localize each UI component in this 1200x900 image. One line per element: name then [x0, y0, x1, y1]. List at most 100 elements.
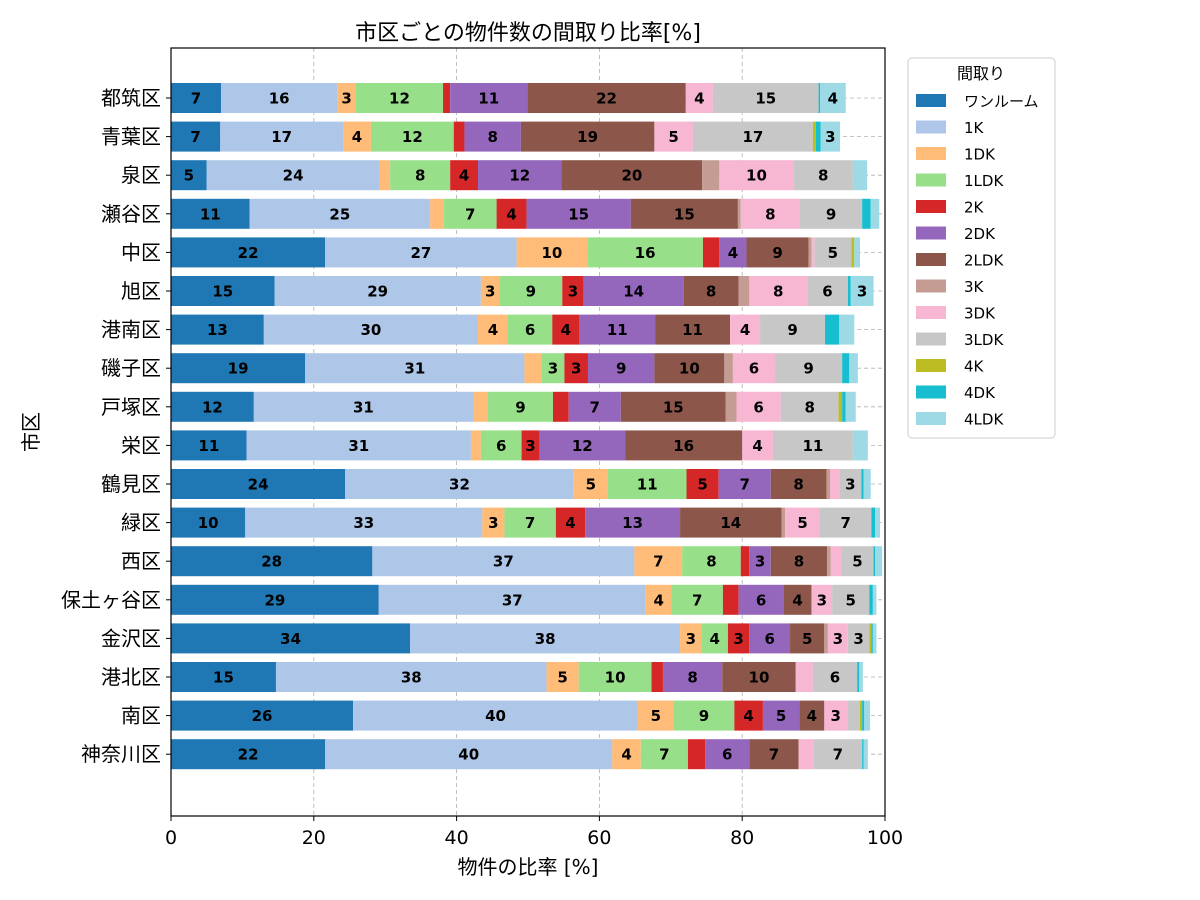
- bar-青葉区-1DK: [343, 121, 371, 152]
- y-tick-label: 南区: [121, 704, 161, 728]
- bar-南区-2K: [734, 700, 763, 731]
- legend-label-1DK: 1DK: [964, 146, 996, 164]
- bars: [171, 83, 883, 770]
- bar-金沢区-ワンルーム: [171, 623, 411, 654]
- bar-旭区-1LDK: [499, 276, 563, 306]
- bar-鶴見区-1DK: [573, 469, 608, 499]
- bar-緑区-ワンルーム: [171, 507, 246, 538]
- bar-戸塚区-4LDK: [845, 391, 856, 422]
- bar-label-中区-2DK: 4: [728, 244, 738, 262]
- bar-港南区-4DK: [825, 314, 840, 345]
- bar-保土ヶ谷区-4DK: [869, 584, 873, 615]
- bar-中区-2DK: [719, 237, 747, 268]
- bar-磯子区-2K: [564, 353, 588, 384]
- bar-label-瀬谷区-ワンルーム: 11: [200, 205, 221, 223]
- bar-label-都筑区-3LDK: 15: [755, 90, 776, 108]
- bar-保土ヶ谷区-2DK: [738, 584, 784, 615]
- bar-緑区-3K: [781, 507, 786, 538]
- bar-南区-2LDK: [799, 700, 825, 731]
- legend-swatch-4K: [916, 359, 946, 372]
- bar-label-泉区-2LDK: 20: [621, 167, 642, 185]
- bar-label-栄区-1LDK: 6: [496, 437, 506, 455]
- bar-label-栄区-1K: 31: [348, 437, 369, 455]
- bar-緑区-1DK: [482, 507, 505, 538]
- bar-label-保土ヶ谷区-1DK: 4: [653, 591, 663, 609]
- x-axis-label: 物件の比率 [%]: [458, 855, 599, 879]
- bar-神奈川区-ワンルーム: [171, 739, 326, 770]
- bar-label-中区-1DK: 10: [541, 244, 562, 262]
- bar-label-保土ヶ谷区-1K: 37: [502, 591, 523, 609]
- bar-都筑区-2DK: [450, 83, 528, 113]
- bar-旭区-3K: [738, 276, 750, 306]
- bar-保土ヶ谷区-1K: [378, 584, 646, 615]
- y-tick-label: 港南区: [101, 318, 161, 342]
- y-tick-label: 青葉区: [101, 125, 161, 149]
- bar-label-港南区-1DK: 4: [488, 321, 498, 339]
- bar-label-戸塚区-ワンルーム: 12: [202, 398, 223, 416]
- bar-戸塚区-ワンルーム: [171, 391, 254, 422]
- y-tick-label: 金沢区: [101, 626, 161, 650]
- bar-緑区-3DK: [785, 507, 821, 538]
- bar-青葉区-3DK: [654, 121, 693, 152]
- bar-label-旭区-3DK: 8: [773, 283, 783, 301]
- y-tick-label: 緑区: [121, 511, 161, 535]
- legend-swatch-2LDK: [916, 253, 946, 266]
- bar-label-瀬谷区-3LDK: 9: [826, 205, 836, 223]
- bar-金沢区-2DK: [749, 623, 791, 654]
- bar-label-港北区-2LDK: 10: [749, 669, 770, 687]
- bar-label-磯子区-3LDK: 9: [803, 360, 813, 378]
- bar-保土ヶ谷区-4LDK: [872, 584, 877, 615]
- bar-label-神奈川区-1K: 40: [458, 746, 479, 764]
- bar-港南区-3DK: [730, 314, 761, 345]
- bar-栄区-1K: [246, 430, 471, 461]
- bar-都筑区-3DK: [685, 83, 713, 113]
- bar-label-港南区-1K: 30: [360, 321, 381, 339]
- bar-label-栄区-2K: 3: [525, 437, 535, 455]
- bar-label-保土ヶ谷区-2LDK: 4: [792, 591, 802, 609]
- legend-label-ワンルーム: ワンルーム: [964, 93, 1039, 111]
- bar-南区-1LDK: [673, 700, 735, 731]
- bar-南区-1K: [353, 700, 638, 731]
- bar-label-青葉区-4LDK: 3: [825, 128, 835, 146]
- y-tick-label: 都筑区: [101, 86, 161, 110]
- bar-瀬谷区-3LDK: [800, 198, 863, 229]
- bar-label-港北区-1DK: 5: [557, 669, 567, 687]
- bar-南区-ワンルーム: [171, 700, 354, 731]
- bar-label-南区-3DK: 3: [831, 707, 841, 725]
- bar-港南区-ワンルーム: [171, 314, 264, 345]
- bar-label-瀬谷区-1K: 25: [329, 205, 350, 223]
- bar-鶴見区-4DK: [861, 469, 864, 499]
- legend-swatch-3K: [916, 279, 946, 293]
- bar-旭区-4LDK: [850, 276, 874, 306]
- bar-泉区-2K: [450, 160, 479, 191]
- x-tick-label: 0: [165, 827, 177, 849]
- bar-戸塚区-4DK: [842, 391, 846, 422]
- bar-label-鶴見区-3LDK: 3: [845, 476, 855, 494]
- legend-label-1LDK: 1LDK: [964, 172, 1004, 190]
- bar-中区-2K: [702, 237, 720, 268]
- bar-磯子区-3K: [724, 353, 733, 384]
- bar-label-緑区-2DK: 13: [622, 514, 643, 532]
- bar-緑区-2DK: [585, 507, 681, 538]
- bar-中区-4LDK: [854, 237, 861, 268]
- legend-swatch-1LDK: [916, 173, 946, 187]
- bar-label-神奈川区-2DK: 6: [722, 746, 732, 764]
- bar-label-都筑区-2LDK: 22: [596, 90, 617, 108]
- bar-神奈川区-1DK: [612, 739, 641, 770]
- bar-label-西区-2DK: 3: [755, 553, 765, 571]
- bar-旭区-ワンルーム: [171, 276, 275, 306]
- bar-label-西区-1LDK: 8: [706, 553, 716, 571]
- legend: 間取り ワンルーム 1K 1DK 1LDK 2K 2DK 2LDK 3K 3DK 3LDK 4K 4D…: [907, 57, 1056, 439]
- bar-label-泉区-ワンルーム: 5: [184, 167, 194, 185]
- bar-label-金沢区-2DK: 6: [764, 630, 774, 648]
- bar-鶴見区-ワンルーム: [171, 469, 346, 499]
- bar-南区-4LDK: [864, 700, 871, 731]
- legend-items: ワンルーム 1K 1DK 1LDK 2K 2DK 2LDK 3K 3DK 3LDK 4K 4DK 4LD…: [916, 93, 1039, 429]
- bar-鶴見区-1LDK: [607, 469, 687, 499]
- bar-神奈川区-4LDK: [863, 739, 868, 770]
- bar-都筑区-2K: [443, 83, 451, 113]
- bar-label-鶴見区-1LDK: 11: [637, 476, 658, 494]
- bar-label-金沢区-ワンルーム: 34: [280, 630, 301, 648]
- bar-青葉区-2DK: [464, 121, 521, 152]
